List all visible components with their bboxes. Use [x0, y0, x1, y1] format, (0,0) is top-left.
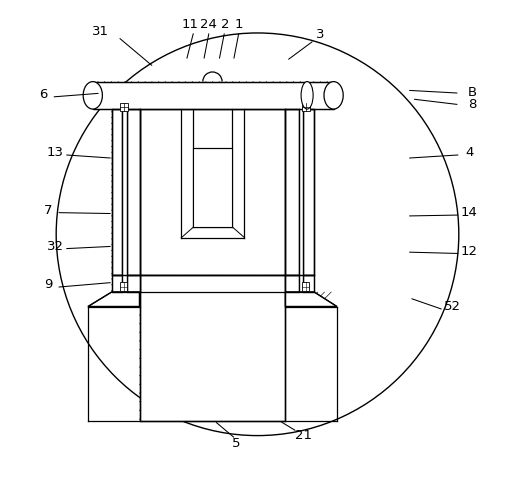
Bar: [112, 109, 122, 275]
Bar: [127, 109, 140, 275]
Text: B: B: [467, 85, 476, 99]
Bar: [140, 109, 285, 275]
Text: 24: 24: [200, 18, 217, 31]
Text: 13: 13: [47, 146, 64, 159]
Text: 5: 5: [232, 437, 240, 450]
Text: 11: 11: [182, 18, 199, 31]
Bar: [303, 275, 314, 292]
Bar: [303, 109, 314, 275]
Text: 2: 2: [220, 18, 229, 31]
Bar: [127, 109, 140, 275]
Text: 3: 3: [316, 28, 324, 41]
Bar: [127, 275, 140, 292]
Bar: [140, 275, 285, 421]
Bar: [127, 275, 140, 292]
Text: 14: 14: [461, 206, 478, 219]
Bar: [93, 82, 334, 109]
Ellipse shape: [324, 82, 343, 109]
Bar: [303, 109, 314, 275]
Polygon shape: [285, 292, 337, 307]
Bar: [112, 109, 122, 275]
Bar: [302, 103, 310, 111]
Text: 32: 32: [47, 240, 64, 253]
Bar: [112, 275, 122, 292]
Text: 1: 1: [235, 18, 244, 31]
Text: 8: 8: [468, 98, 476, 111]
Bar: [194, 148, 232, 227]
Bar: [299, 275, 303, 292]
Ellipse shape: [83, 82, 102, 109]
Text: 7: 7: [44, 204, 52, 217]
Bar: [285, 275, 299, 292]
Ellipse shape: [301, 82, 313, 109]
Bar: [285, 109, 299, 275]
Polygon shape: [88, 292, 140, 307]
Bar: [93, 82, 334, 109]
Text: 52: 52: [444, 300, 461, 313]
Text: 12: 12: [461, 244, 478, 257]
Text: 31: 31: [93, 26, 110, 39]
Text: 21: 21: [295, 428, 312, 441]
Text: 6: 6: [39, 88, 47, 101]
Bar: [302, 283, 308, 291]
Bar: [303, 275, 314, 292]
Bar: [122, 109, 127, 275]
Bar: [285, 109, 299, 275]
Bar: [122, 275, 127, 292]
Text: 9: 9: [44, 278, 52, 291]
Bar: [120, 103, 128, 111]
Text: 4: 4: [465, 146, 474, 159]
Bar: [140, 275, 285, 421]
Bar: [285, 275, 299, 292]
Bar: [120, 283, 127, 291]
Bar: [112, 275, 122, 292]
Bar: [299, 109, 303, 275]
